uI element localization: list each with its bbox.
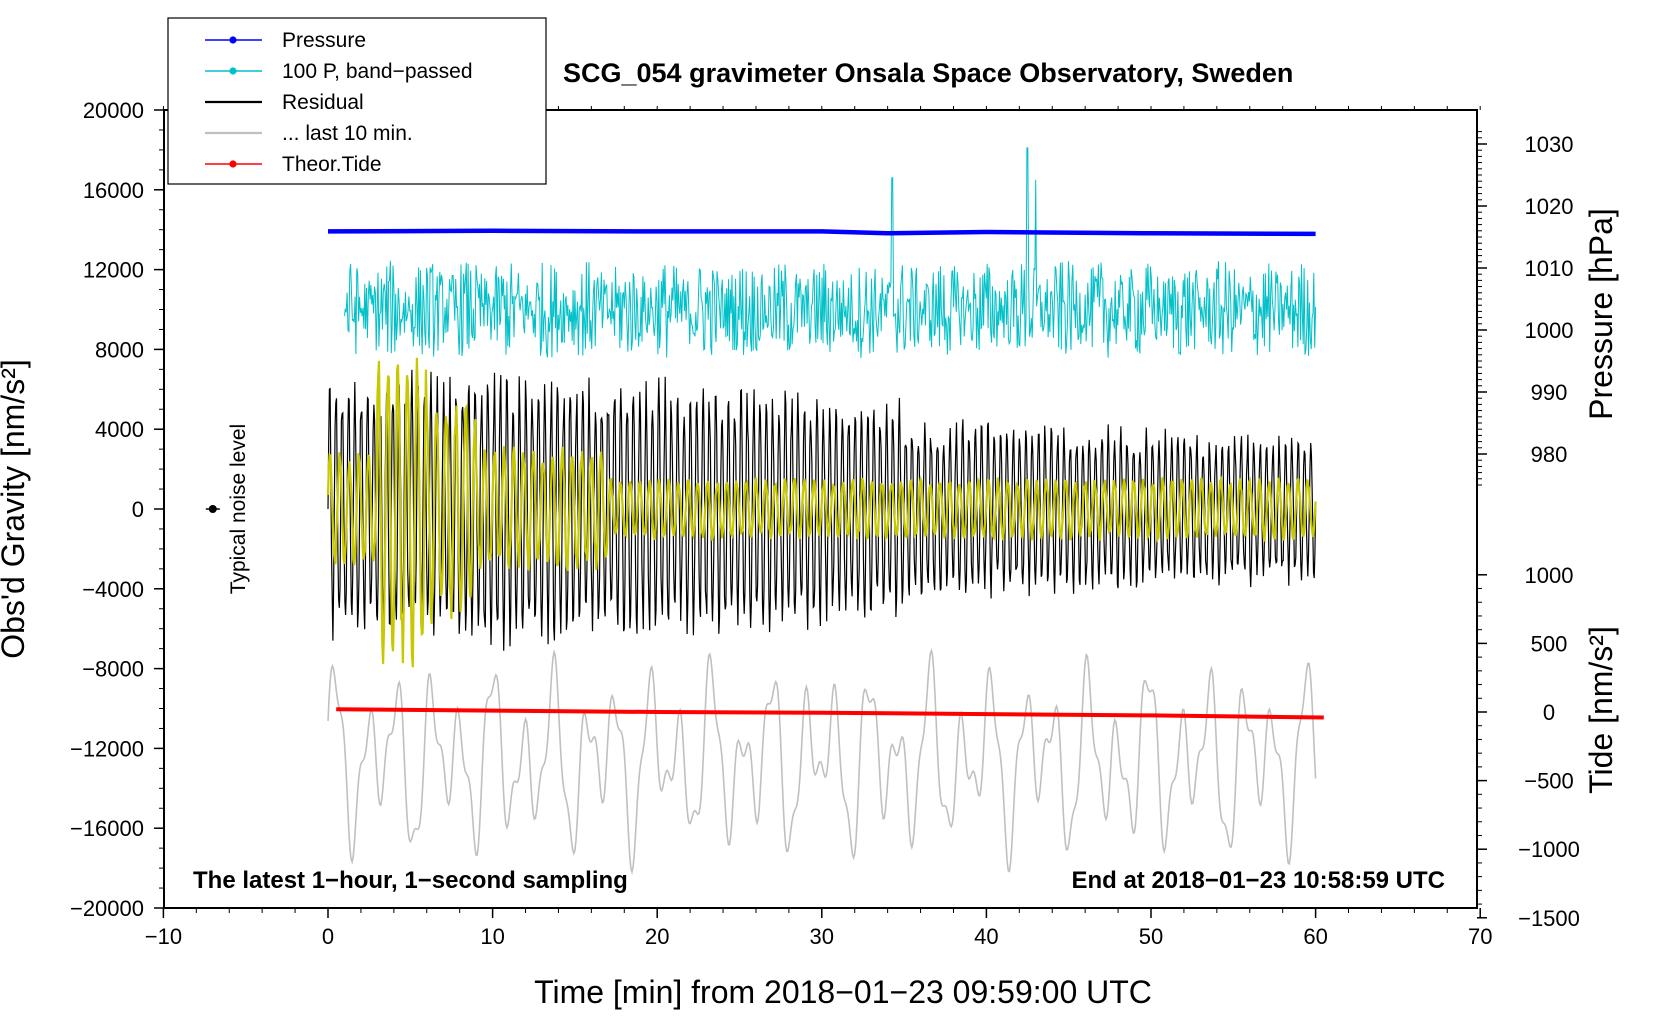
y-axis-title-left: Obs'd Gravity [nm/s²] (0, 359, 31, 659)
y-left-tick-label: 0 (132, 497, 144, 522)
x-tick-label: 30 (810, 924, 834, 949)
x-tick-label: −10 (145, 924, 182, 949)
y-pressure-tick-label: 1030 (1525, 132, 1574, 157)
y-left-tick-label: −20000 (70, 896, 144, 921)
noise-label: Typical noise level (227, 424, 250, 594)
y-left-tick-label: 16000 (83, 178, 144, 203)
legend-label-4: Theor.Tide (282, 153, 382, 176)
theoretical-tide-line (336, 707, 1324, 720)
y-pressure-tick-label: 990 (1531, 380, 1568, 405)
tick-layer: −10 0 10 20 30 40 50 60 702000016000120008000400… (70, 98, 1580, 949)
x-tick-label: 0 (322, 924, 334, 949)
legend-label-3: ... last 10 min. (282, 122, 413, 145)
y-left-tick-label: −16000 (70, 816, 144, 841)
pressure-line (327, 228, 1316, 237)
x-tick-label: 50 (1139, 924, 1163, 949)
legend-entries: Pressure 100 P, band−passed Residual ... la… (205, 29, 473, 176)
legend-marker-0 (229, 36, 237, 44)
filtered-residual-line (326, 357, 1317, 668)
pressure-bandpassed-line (344, 147, 1317, 358)
y-tide-tick-label: −500 (1524, 769, 1574, 794)
y-axis-title-pressure: Pressure [hPa] (1583, 208, 1619, 420)
x-tick-label: 40 (974, 924, 998, 949)
y-left-tick-label: −12000 (70, 736, 144, 761)
y-tide-tick-label: −1000 (1518, 837, 1580, 862)
x-tick-label: 20 (645, 924, 669, 949)
legend-label-1: 100 P, band−passed (282, 60, 473, 83)
y-left-tick-label: 8000 (95, 337, 144, 362)
y-tide-tick-label: 500 (1531, 631, 1568, 656)
y-tide-tick-label: 1000 (1525, 563, 1574, 588)
series-layer (326, 147, 1324, 875)
y-left-tick-label: 20000 (83, 98, 144, 123)
y-pressure-tick-label: 1020 (1525, 194, 1574, 219)
x-tick-label: 10 (480, 924, 504, 949)
y-axis-title-tide: Tide [nm/s²] (1583, 626, 1619, 794)
y-left-tick-label: −4000 (82, 577, 144, 602)
legend: Pressure 100 P, band−passed Residual ... la… (167, 17, 547, 185)
x-axis-title: Time [min] from 2018−01−23 09:59:00 UTC (534, 974, 1152, 1010)
y-left-tick-label: −8000 (82, 657, 144, 682)
legend-label-0: Pressure (282, 29, 366, 52)
chart-title: SCG_054 gravimeter Onsala Space Observat… (563, 58, 1293, 88)
y-left-tick-label: 12000 (83, 258, 144, 283)
legend-marker-4 (229, 160, 237, 168)
y-tide-tick-label: 0 (1543, 700, 1555, 725)
noise-marker-group (205, 505, 220, 513)
y-pressure-tick-label: 1010 (1525, 256, 1574, 281)
noise-dot (208, 505, 217, 513)
legend-label-2: Residual (282, 91, 364, 114)
y-pressure-tick-label: 980 (1531, 442, 1568, 467)
tide-last10-line (327, 648, 1317, 875)
note-right: End at 2018−01−23 10:58:59 UTC (1071, 867, 1445, 894)
x-tick-label: 60 (1303, 924, 1327, 949)
y-pressure-tick-label: 1000 (1525, 318, 1574, 343)
y-left-tick-label: 4000 (95, 417, 144, 442)
x-tick-label: 70 (1468, 924, 1492, 949)
legend-marker-1 (229, 67, 237, 75)
y-tide-tick-label: −1500 (1518, 906, 1580, 931)
note-left: The latest 1−hour, 1−second sampling (193, 867, 628, 894)
